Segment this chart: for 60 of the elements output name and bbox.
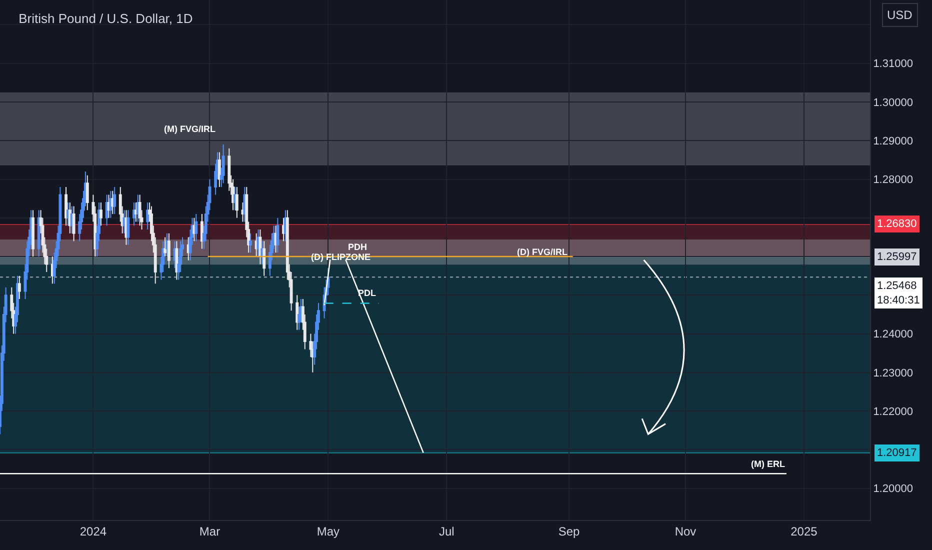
candlestick <box>235 186 238 218</box>
candlestick <box>282 217 285 242</box>
annotation: PDH <box>348 242 368 252</box>
x-tick-label: Sep <box>558 524 580 538</box>
candlestick <box>126 210 130 246</box>
annotation: (M) ERL <box>751 459 786 469</box>
x-tick-label: Jul <box>438 524 454 538</box>
y-tick-label: 1.23000 <box>873 367 913 380</box>
candlestick <box>72 206 76 242</box>
x-tick-label: Mar <box>199 524 220 538</box>
candlestick <box>232 178 235 211</box>
candlestick <box>228 148 231 192</box>
candlestick <box>166 232 168 258</box>
y-tick-label: 1.31000 <box>873 58 913 70</box>
candlestick <box>64 186 68 226</box>
x-tick-label: May <box>316 524 340 538</box>
candlestick <box>146 202 150 230</box>
candlestick <box>249 232 252 254</box>
candlestick <box>222 144 225 184</box>
candlestick <box>218 152 221 188</box>
candlestick <box>18 275 21 300</box>
ref-line-label: 1.26830 <box>877 218 917 230</box>
candlestick <box>254 232 258 258</box>
y-tick-label: 1.20000 <box>873 483 913 496</box>
x-tick-label: 2025 <box>790 524 818 538</box>
candlestick <box>86 174 89 211</box>
y-tick-label: 1.28000 <box>873 174 913 186</box>
band-label: (D) FVG/IRL <box>517 247 568 257</box>
x-tick-label: Nov <box>674 524 696 538</box>
ref-line-label: 1.20917 <box>877 447 917 459</box>
text: British Pound / U.S. Dollar, 1D <box>18 10 193 26</box>
candlestick <box>200 214 204 250</box>
candlestick <box>192 217 196 242</box>
candlestick <box>113 186 116 215</box>
y-tick-label: 1.29000 <box>873 135 913 148</box>
candlestick <box>186 236 190 261</box>
candlestick <box>66 202 70 226</box>
candlestick <box>105 194 108 226</box>
candlestick <box>68 202 72 234</box>
band-label: (M) FVG/IRL <box>164 124 216 134</box>
candlestick <box>167 232 170 269</box>
y-tick-label: 1.30000 <box>873 96 913 109</box>
candlestick <box>276 217 280 254</box>
y-tick-label: 1.22000 <box>873 406 913 418</box>
ref-line-label: 1.25997 <box>877 251 917 263</box>
y-axis-title: USD <box>887 8 913 22</box>
x-tick-label: 2024 <box>80 524 107 538</box>
ref-line-label: 1.25468 18:40:31 <box>877 280 920 306</box>
candlestick <box>37 210 40 258</box>
candlestick <box>234 186 236 211</box>
candlestick <box>32 210 34 258</box>
candlestick <box>194 214 198 242</box>
candlestick <box>111 190 114 215</box>
candlestick <box>100 202 102 226</box>
candlestick <box>138 194 142 226</box>
candlestick <box>262 240 266 276</box>
y-tick-label: 1.24000 <box>873 328 913 341</box>
candlestick <box>134 202 138 222</box>
candlestick <box>132 202 136 226</box>
candlestick <box>296 294 299 330</box>
